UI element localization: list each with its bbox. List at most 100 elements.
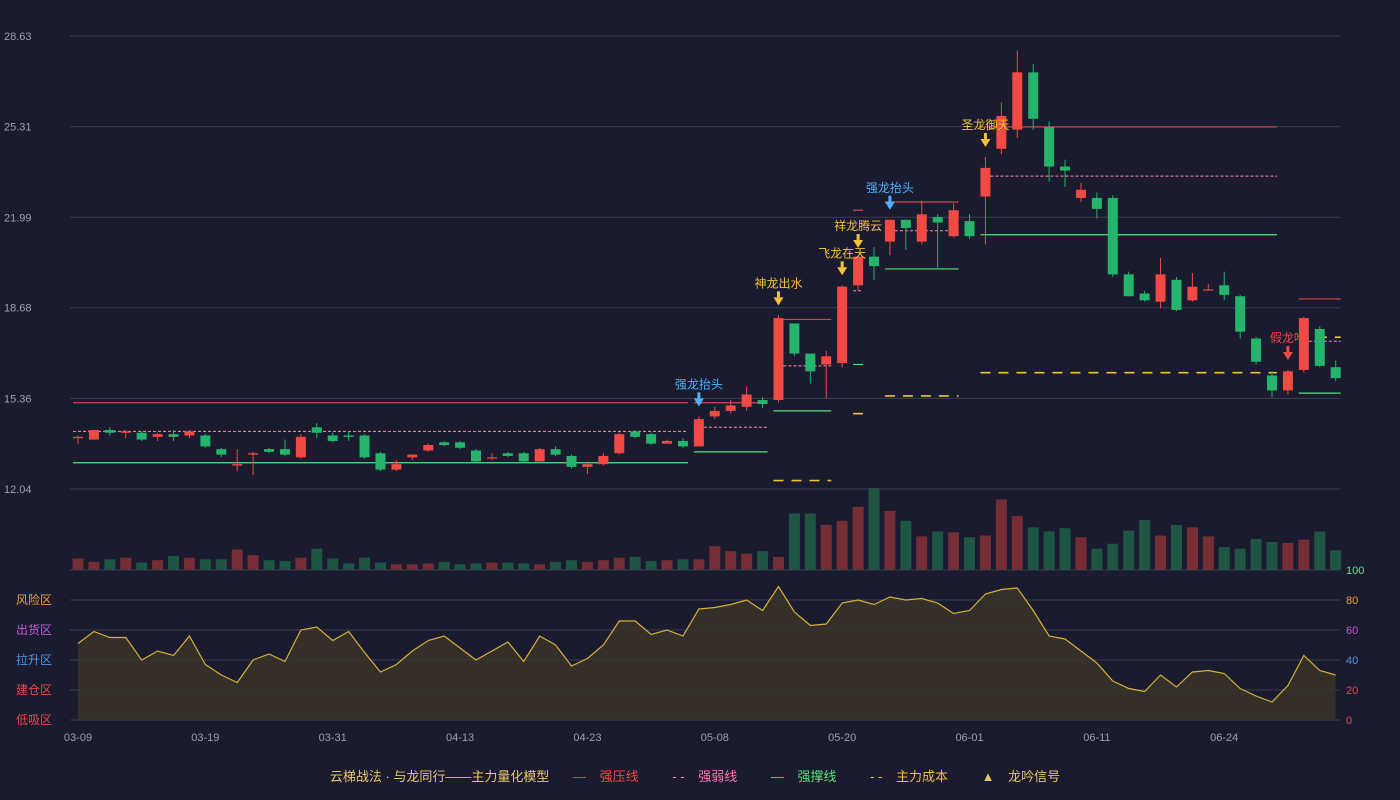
candle-body	[853, 256, 864, 286]
volume-bar	[995, 499, 1007, 570]
date-tick-label: 05-08	[701, 732, 729, 744]
volume-bar	[295, 557, 307, 570]
candle-body	[821, 356, 832, 365]
price-grid	[70, 35, 1340, 571]
volume-bar	[1314, 531, 1326, 570]
signal-arrow-stem	[697, 392, 701, 399]
candle-body	[773, 318, 784, 400]
level-lines	[73, 126, 1341, 482]
legend-model: 云梯战法 · 与龙同行——主力量化模型	[329, 769, 550, 784]
candle-body	[407, 454, 418, 458]
candle-body	[646, 434, 657, 444]
volume-bar	[741, 553, 753, 570]
volume-bar	[757, 551, 769, 570]
candle-body	[248, 453, 259, 455]
volume-bar	[884, 510, 896, 570]
volume-bar	[247, 555, 259, 570]
candle-body	[518, 453, 529, 462]
volume-bar	[359, 557, 371, 570]
candle-body	[1075, 189, 1086, 198]
volume-bar	[502, 562, 514, 570]
candle-body	[1044, 126, 1055, 167]
candle-body	[327, 435, 338, 441]
date-tick-label: 06-11	[1083, 732, 1110, 744]
candle-body	[104, 430, 115, 433]
volume-bar	[72, 558, 84, 570]
volume-bar	[852, 506, 864, 570]
volume-bar	[1107, 543, 1119, 570]
signal-arrow-stem	[840, 261, 844, 268]
signal-label: 飞龙在天	[818, 246, 866, 260]
date-tick-label: 06-24	[1210, 732, 1238, 744]
candle-body	[471, 450, 481, 462]
signal-label: 强龙抬头	[866, 181, 914, 195]
volume-bar	[1091, 548, 1103, 570]
volume-bar	[168, 556, 180, 570]
volume-bar	[534, 564, 546, 570]
volume-bar	[1139, 519, 1151, 570]
candle-body	[1060, 166, 1071, 171]
zone-label: 拉升区	[16, 652, 52, 667]
candle-body	[837, 286, 848, 364]
volume-bar	[820, 524, 832, 570]
volume-bar	[1202, 536, 1214, 570]
signal-arrow	[853, 239, 864, 248]
price-tick-label: 25.31	[4, 122, 32, 134]
date-axis: 03-09 03-19 03-31 04-13 04-23 05-08 05-20 06-01…	[64, 732, 1238, 744]
legend-cost: - - 主力成本	[870, 769, 949, 784]
price-tick-label: 18.68	[4, 303, 32, 315]
volume-bar	[772, 556, 784, 570]
volume-bar	[390, 564, 402, 570]
volume-bar	[343, 563, 355, 570]
volume-bar	[152, 560, 164, 570]
volume-bar	[1170, 524, 1182, 570]
volume-bar	[613, 557, 625, 570]
volume-bar	[629, 556, 641, 570]
date-tick-label: 03-19	[191, 732, 219, 744]
candle-body	[455, 442, 466, 448]
legend: 云梯战法 · 与龙同行——主力量化模型 — 强压线 - - 强弱线 — 强撑线 …	[0, 766, 1400, 785]
candle-body	[1091, 197, 1102, 209]
date-tick-label: 06-01	[955, 732, 983, 744]
candle-body	[439, 442, 450, 446]
candle-body	[264, 449, 275, 452]
candle-body	[805, 353, 816, 372]
legend-resist: — 强压线	[573, 769, 639, 784]
price-tick-label: 28.63	[4, 31, 32, 43]
volume-bar	[136, 562, 148, 570]
candle-body	[152, 434, 163, 437]
candle-body	[932, 217, 943, 223]
volume-bar	[1186, 527, 1198, 570]
volume-bar	[948, 532, 960, 570]
candle-body	[598, 455, 609, 465]
candle-body	[614, 434, 625, 454]
volume-bar	[215, 559, 227, 570]
volume-bar	[279, 560, 291, 570]
candle-body	[200, 435, 211, 447]
volume-bar	[597, 560, 609, 570]
candle-body	[1123, 274, 1134, 297]
candle-body	[375, 453, 386, 470]
candle-body	[900, 219, 911, 228]
volume-bar	[183, 557, 195, 570]
price-axis: 28.63 25.31 21.99 18.68 15.36 12.04	[4, 31, 32, 496]
volume-bar	[979, 535, 991, 570]
candle-body	[1107, 197, 1118, 275]
candle-body	[677, 440, 688, 447]
osc-tick-label: 40	[1346, 655, 1358, 667]
zone-label: 出货区	[16, 622, 52, 637]
legend-support-label: 强撑线	[797, 769, 837, 784]
osc-tick-label: 80	[1346, 595, 1358, 607]
candle-body	[534, 449, 545, 462]
volume-bar	[964, 537, 976, 570]
candle-body	[279, 449, 290, 455]
signal-arrow-stem	[856, 233, 860, 240]
zone-label: 风险区	[16, 592, 52, 607]
volume-bars	[72, 488, 1342, 570]
candle-body	[964, 221, 975, 237]
candle-body	[1282, 371, 1293, 391]
price-tick-label: 15.36	[4, 393, 32, 405]
date-tick-label: 04-13	[446, 732, 474, 744]
signal-arrow	[1282, 351, 1293, 360]
